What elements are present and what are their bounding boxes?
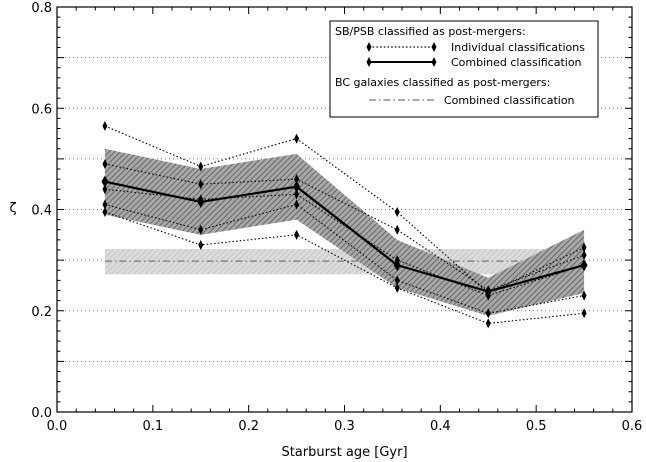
x-tick-label: 0.2 (238, 419, 259, 434)
individual-series-line (104, 163, 585, 292)
legend-group2-title: BC galaxies classified as post-mergers: (335, 76, 550, 89)
legend-box (329, 20, 599, 118)
uncertainty-band-area (104, 148, 585, 316)
individual-point (102, 199, 108, 210)
x-axis-title: Starburst age [Gyr] (281, 445, 407, 460)
x-tick-label: 0.3 (334, 419, 355, 434)
individual-point (581, 308, 587, 319)
legend-combined-marker-left (366, 57, 372, 67)
y-axis-title: ζ (9, 201, 16, 216)
legend-bc-label: Combined classification (444, 94, 575, 107)
individual-point (394, 207, 400, 218)
individual-point (294, 174, 300, 185)
individual-point (581, 290, 587, 301)
individual-point (198, 179, 204, 190)
combined-point (101, 175, 109, 188)
legend-individual-label: Individual classifications (451, 41, 585, 54)
y-tick-label: 0.0 (31, 406, 52, 421)
individual-point (581, 242, 587, 253)
combined-series-line (104, 180, 585, 293)
individual-point (102, 158, 108, 169)
combined-point (197, 195, 205, 208)
individual-point (198, 239, 204, 250)
combined-point (484, 285, 492, 298)
x-tick-label: 0.0 (47, 419, 68, 434)
individual-point (294, 199, 300, 210)
individual-point (485, 318, 491, 329)
individual-series-line (104, 203, 585, 314)
individual-point (294, 229, 300, 240)
combined-point (393, 259, 401, 272)
y-tick-label: 0.2 (31, 305, 52, 320)
x-tick-label: 0.5 (526, 419, 547, 434)
legend-group1-title: SB/PSB classified as post-mergers: (335, 25, 526, 38)
legend-individual-marker-left (366, 42, 372, 52)
individual-point (294, 189, 300, 200)
individual-point (102, 207, 108, 218)
individual-point (394, 282, 400, 293)
combined-series (101, 175, 588, 298)
legend-individual-marker-right (431, 42, 437, 52)
x-tick-label: 0.6 (622, 419, 643, 434)
x-tick-label: 0.1 (142, 419, 163, 434)
individual-point (394, 224, 400, 235)
y-tick-label: 0.8 (31, 1, 52, 16)
individual-point (102, 184, 108, 195)
combined-point (293, 180, 301, 193)
y-tick-label: 0.6 (31, 102, 52, 117)
y-tick-label: 0.4 (31, 204, 52, 219)
legend-combined-marker-right (431, 57, 437, 67)
individual-point (485, 308, 491, 319)
individual-point (102, 120, 108, 131)
individual-point (294, 133, 300, 144)
individual-point (394, 275, 400, 286)
combined-point (580, 259, 588, 272)
individual-point (581, 250, 587, 261)
individual-point (198, 224, 204, 235)
individual-point (198, 161, 204, 172)
uncertainty-band (104, 148, 585, 316)
legend: SB/PSB classified as post-mergers: Indiv… (329, 20, 599, 118)
axis-ticks: 0.0 0.1 0.2 0.3 0.4 0.5 0.6 0.0 0.2 0.4 0.6 0.8 (31, 1, 642, 434)
x-tick-label: 0.4 (430, 419, 451, 434)
legend-combined-label: Combined classification (451, 56, 582, 69)
